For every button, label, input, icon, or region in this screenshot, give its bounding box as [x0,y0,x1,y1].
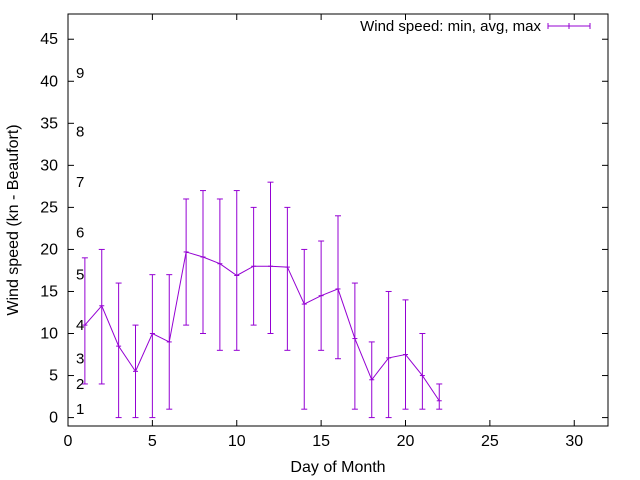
beaufort-label: 1 [76,401,84,418]
x-tick-label: 0 [64,433,73,450]
beaufort-annotations: 1 2 3 4 5 6 7 8 9 [76,65,84,418]
error-bars [81,181,443,419]
beaufort-label: 7 [76,174,84,191]
beaufort-label: 6 [76,225,84,242]
y-tick-label: 30 [40,157,58,174]
y-axis-label: Wind speed (kn - Beaufort) [5,124,22,315]
x-tick-label: 5 [148,433,157,450]
legend: Wind speed: min, avg, max [360,18,591,35]
x-axis-label: Day of Month [290,459,385,476]
beaufort-label: 5 [76,267,84,284]
x-tick-label: 15 [312,433,330,450]
beaufort-label: 3 [76,351,84,368]
x-tick-label: 30 [565,433,583,450]
y-tick-label: 25 [40,199,58,216]
avg-line [84,251,440,402]
x-tick-label: 10 [228,433,246,450]
plot-frame [67,13,609,427]
legend-entry-label: Wind speed: min, avg, max [360,18,541,35]
legend-entry-sample [547,23,591,29]
y-tick-label: 0 [49,410,58,427]
x-tick-label: 20 [397,433,415,450]
beaufort-label: 2 [76,376,84,393]
y-tick-label: 15 [40,283,58,300]
x-tick-label: 25 [481,433,499,450]
beaufort-label: 8 [76,124,84,141]
y-tick-label: 5 [49,368,58,385]
y-tick-label: 40 [40,73,58,90]
y-tick-label: 35 [40,115,58,132]
avg-line-layer [82,251,442,402]
y-tick-label: 10 [40,326,58,343]
y-tick-label: 20 [40,241,58,258]
y-tick-label: 45 [40,31,58,48]
beaufort-label: 4 [76,317,84,334]
beaufort-label: 9 [76,65,84,82]
